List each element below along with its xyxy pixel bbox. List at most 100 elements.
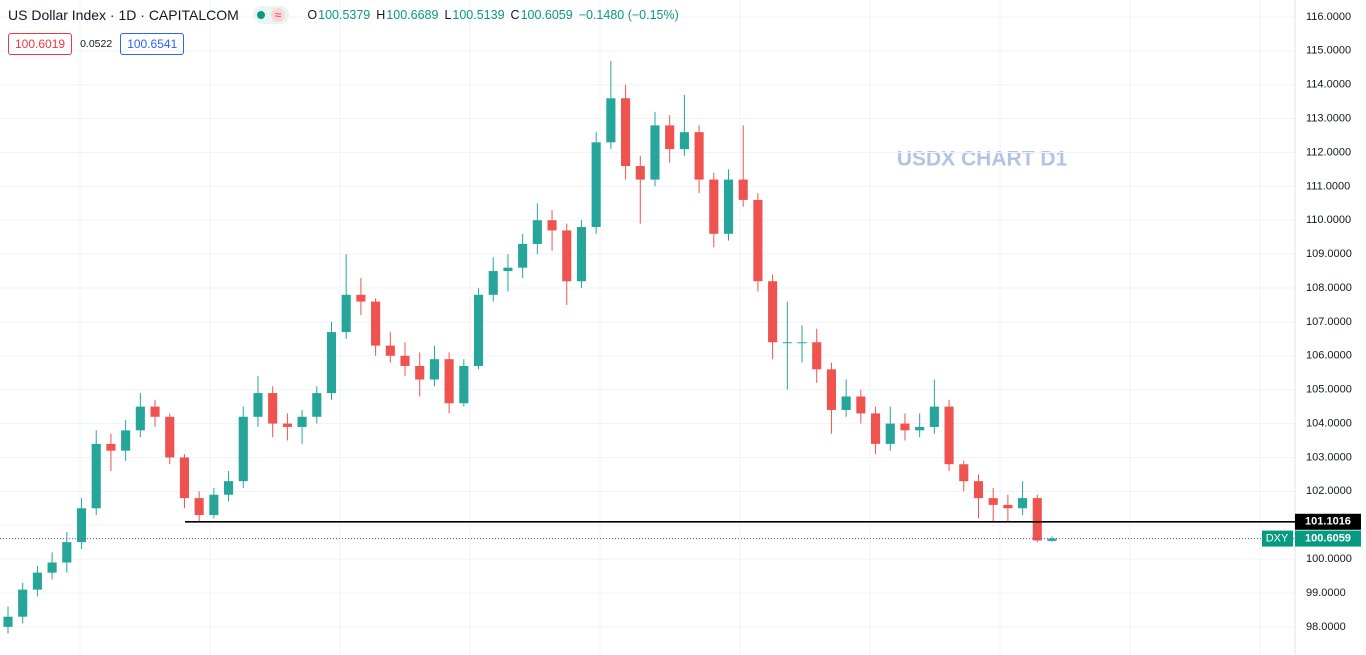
candle-body (635, 166, 645, 180)
level-label: 101.1016 (1305, 516, 1351, 528)
candle-body (944, 406, 954, 465)
chart-title: US Dollar Index · 1D · CAPITALCOM (8, 7, 239, 23)
candle-body (503, 267, 513, 272)
y-tick-label: 105.0000 (1306, 384, 1352, 396)
candle-body (32, 572, 42, 590)
candle-body (91, 443, 101, 509)
candle-body (782, 342, 792, 344)
candle-body (1047, 538, 1057, 541)
candle-body (679, 132, 689, 150)
candle-body (650, 125, 660, 180)
y-tick-label: 104.0000 (1306, 417, 1352, 429)
candle-body (282, 423, 292, 427)
candle-body (415, 365, 425, 380)
candle-body (488, 271, 498, 295)
candle-body (1032, 498, 1042, 541)
candle-body (62, 542, 72, 563)
status-icons[interactable]: ≈ (252, 6, 290, 24)
ohlc-value: 100.5139 (452, 8, 505, 22)
candle-body (591, 142, 601, 228)
y-tick-label: 103.0000 (1306, 451, 1352, 463)
candle-body (797, 342, 807, 344)
y-tick-label: 99.0000 (1306, 587, 1346, 599)
candle-body (841, 396, 851, 411)
candle-body (738, 179, 748, 200)
candle-body (268, 393, 278, 424)
y-tick-label: 112.0000 (1306, 146, 1351, 158)
candle-body (723, 179, 734, 234)
y-tick-label: 100.0000 (1306, 553, 1352, 565)
candle-body (400, 355, 410, 366)
wave-icon: ≈ (270, 8, 286, 22)
candle-body (870, 413, 881, 444)
candle-body (929, 406, 939, 427)
candle-body (812, 342, 822, 370)
candle-body (209, 494, 219, 516)
y-tick-label: 116.0000 (1306, 11, 1351, 23)
level-label-bg (1295, 513, 1361, 530)
candle-body (18, 589, 28, 617)
candle-body (988, 498, 998, 505)
candle-body (3, 616, 13, 627)
candle-body (371, 301, 381, 346)
ask[interactable]: 100.6541 (120, 33, 185, 55)
candle-body (253, 393, 263, 417)
candle-body (665, 125, 675, 150)
candle-body (973, 481, 984, 499)
y-tick-label: 111.0000 (1306, 180, 1350, 192)
candle-body (547, 220, 557, 231)
y-tick-label: 110.0000 (1306, 214, 1351, 226)
candle-body (326, 332, 337, 394)
candle-body (1003, 504, 1013, 509)
ohlc-label: O (307, 8, 318, 22)
y-tick-label: 102.0000 (1306, 485, 1352, 497)
candle-body (179, 457, 190, 499)
ohlc-value: 100.6689 (386, 8, 439, 22)
candle-body (576, 227, 587, 282)
candle-body (106, 443, 116, 451)
y-tick-label: 113.0000 (1306, 113, 1351, 125)
candle-body (385, 345, 395, 356)
candle-body (76, 508, 87, 543)
y-tick-label: 109.0000 (1306, 248, 1352, 260)
y-tick-label: 108.0000 (1306, 282, 1352, 294)
candle-body (121, 430, 131, 451)
ohlc-legend: O 100.5379 H 100.6689 L 100.5139 C 100.6059 … (307, 8, 684, 22)
header: US Dollar Index · 1D · CAPITALCOM ≈ O 100… (8, 6, 685, 24)
candle-body (562, 230, 572, 282)
y-tick-label: 106.0000 (1306, 350, 1352, 362)
candle-body (194, 498, 204, 516)
vertical-grid (79, 0, 1261, 655)
spread: 0.0522 (80, 38, 113, 50)
candle-body (1018, 498, 1028, 509)
bid[interactable]: 100.6019 (8, 33, 73, 55)
status-dot (256, 11, 265, 19)
candle-body (915, 426, 925, 431)
candle-body (135, 406, 145, 431)
candle-body (518, 243, 528, 268)
symbol-label: DXY (1266, 532, 1289, 544)
candle-body (473, 294, 484, 366)
change: −0.1480 (−0.15%) (578, 8, 679, 22)
candle-body (356, 294, 366, 302)
candle-body (47, 562, 57, 573)
candle-body (606, 98, 616, 143)
y-tick-label: 98.0000 (1306, 621, 1346, 633)
ohlc-label: L (444, 8, 452, 22)
candle-body (341, 294, 351, 333)
watermark: USDX CHART D1 (897, 148, 1068, 171)
candle-body (297, 416, 307, 427)
candle-body (768, 281, 778, 343)
candle-body (312, 393, 322, 417)
y-tick-label: 114.0000 (1306, 79, 1351, 91)
candle-body (694, 132, 704, 180)
candle-body (150, 406, 160, 417)
ohlc-value: 100.5379 (318, 8, 371, 22)
candle-body (621, 98, 631, 167)
quote-boxes: 100.6019 0.0522 100.6541 (8, 33, 185, 55)
candle-body (532, 220, 542, 244)
symbol-label-bg (1262, 530, 1293, 547)
candle-body (165, 416, 175, 458)
